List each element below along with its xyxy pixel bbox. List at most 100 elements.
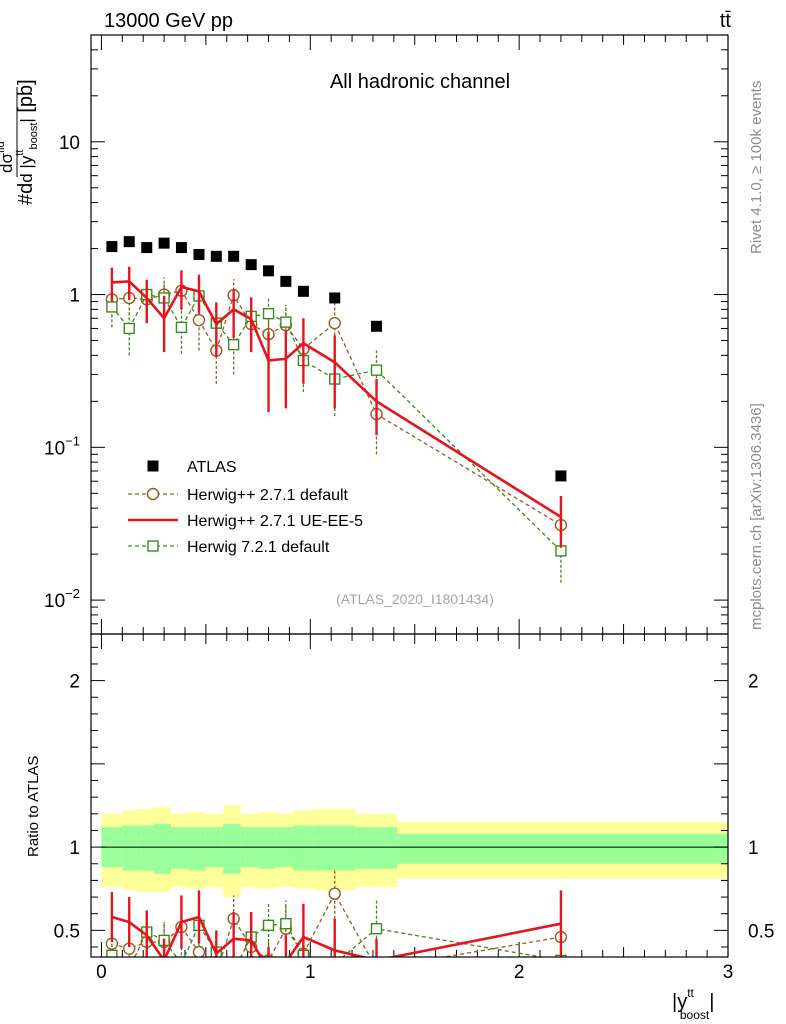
ratio-y-tick-label: 1 <box>69 838 80 859</box>
point-h721 <box>262 307 275 320</box>
ratio-point-h271 <box>211 968 222 979</box>
band-green <box>313 825 356 871</box>
legend-entry-h721: Herwig 7.2.1 default <box>128 539 330 556</box>
band-green <box>153 823 171 874</box>
header-right: tt̄ <box>720 10 732 32</box>
ratio-line-ueee5 <box>111 915 562 957</box>
point-atlas <box>263 265 275 277</box>
band-green <box>188 827 206 871</box>
band-green <box>258 827 276 869</box>
ratio-point-h721 <box>106 949 118 957</box>
legend-entry-h271: Herwig++ 2.7.1 default <box>128 487 349 504</box>
point-h721 <box>106 301 118 313</box>
band-green <box>397 833 728 864</box>
point-atlas <box>245 259 257 271</box>
point-atlas <box>329 292 341 304</box>
main-chart-title: All hadronic channel <box>330 71 510 93</box>
point-h721 <box>175 321 188 334</box>
watermark: (ATLAS_2020_I1801434) <box>336 591 494 607</box>
point-atlas <box>555 470 567 482</box>
point-atlas <box>123 236 135 248</box>
ratio-frame <box>90 633 729 958</box>
point-atlas <box>228 250 240 262</box>
main-panel: 10−2 10−1 1 10 All hadronic channel (ATLAS_… <box>0 34 729 635</box>
legend: ATLAS Herwig++ 2.7.1 default Herwig++ 2.7.… <box>128 459 363 556</box>
x-tick-label: 3 <box>723 962 734 983</box>
ratio-point-h721 <box>280 918 292 930</box>
point-atlas <box>210 250 222 262</box>
point-h721 <box>370 364 383 376</box>
point-h721 <box>227 338 240 351</box>
ratio-y-tick-label: 2 <box>69 672 80 693</box>
ratio-point-h721 <box>229 965 239 975</box>
point-atlas <box>141 242 153 254</box>
main-axis-ticks: 10−2 10−1 1 10 <box>44 34 729 635</box>
ratio-panel: 0.5 0.5 1 1 2 2 0 1 2 3 Ratio to ATLAS |ytt boost| <box>25 633 774 1022</box>
y-label-numerator: dσfid <box>0 141 16 173</box>
legend-label: ATLAS <box>187 459 237 476</box>
main-y-axis-label-text: #dd |yttboost| [pb] <box>14 79 40 205</box>
y-tick-label: 10−1 <box>44 433 80 459</box>
ratio-y-axis-label: Ratio to ATLAS <box>25 756 42 857</box>
legend-entry-ueee5: Herwig++ 2.7.1 UE-EE-5 <box>128 513 363 530</box>
ratio-y-tick-label-right: 2 <box>748 672 759 693</box>
band-green <box>122 825 137 871</box>
ratio-point-h721 <box>262 919 275 932</box>
legend-label: Herwig++ 2.7.1 default <box>187 487 349 504</box>
y-tick-label: 10−2 <box>44 586 80 612</box>
ratio-y-tick-label: 0.5 <box>54 921 80 942</box>
point-atlas <box>297 285 309 297</box>
series-ueee5 <box>110 266 563 548</box>
point-atlas <box>193 248 205 260</box>
series-atlas <box>106 236 567 482</box>
point-atlas <box>158 237 170 249</box>
ratio-point-h271 <box>328 887 341 900</box>
band-green <box>170 827 189 869</box>
main-y-axis-label: #dd |yttboost| [pb] dσfid <box>0 79 40 205</box>
point-atlas <box>106 241 118 253</box>
x-axis-label: |ytt boost| <box>672 986 714 1022</box>
ratio-series-ueee5 <box>110 890 563 957</box>
rivet-label: Rivet 4.1.0, ≥ 100k events <box>748 81 765 254</box>
y-tick-label: 10 <box>59 133 80 154</box>
ratio-point-h271 <box>192 945 206 957</box>
legend-marker <box>147 460 159 472</box>
legend-label: Herwig++ 2.7.1 UE-EE-5 <box>187 513 363 530</box>
band-green <box>355 827 398 869</box>
point-h721 <box>280 316 292 328</box>
point-atlas <box>280 275 292 287</box>
x-tick-label: 2 <box>514 962 525 983</box>
point-atlas <box>175 242 187 254</box>
ratio-point-h721 <box>124 964 134 974</box>
ratio-data-series <box>105 868 568 979</box>
legend-marker <box>147 540 159 552</box>
mcplots-label: mcplots.cern.ch [arXiv:1306.3436] <box>748 403 765 630</box>
ratio-point-h721 <box>330 959 340 969</box>
band-green <box>292 825 314 871</box>
ratio-point-h271 <box>371 963 382 974</box>
point-atlas <box>371 320 383 332</box>
point-h271 <box>328 316 341 330</box>
y-tick-label: 1 <box>69 286 80 307</box>
series-line-ueee5 <box>111 280 562 519</box>
ratio-point-h721 <box>370 922 383 935</box>
header-left: 13000 GeV pp <box>104 10 233 32</box>
legend-label: Herwig 7.2.1 default <box>187 539 330 556</box>
x-tick-label: 0 <box>96 962 107 983</box>
legend-marker <box>146 487 160 501</box>
ratio-y-tick-label-right: 1 <box>748 838 759 859</box>
main-data-series <box>105 236 568 583</box>
x-axis-label-text: |ytt boost| <box>672 986 714 1022</box>
ratio-axis-ticks: 0.5 0.5 1 1 2 2 0 1 2 3 <box>54 634 774 983</box>
ratio-uncertainty-bands <box>101 805 728 898</box>
ratio-point-h721 <box>176 959 186 969</box>
legend-entry-atlas: ATLAS <box>147 459 237 476</box>
point-h721 <box>123 322 135 335</box>
band-green <box>136 825 154 871</box>
x-tick-label: 1 <box>305 962 316 983</box>
band-green <box>223 823 241 874</box>
ratio-series-h721 <box>106 898 567 975</box>
point-h271 <box>192 313 206 327</box>
ratio-line-h271 <box>111 892 562 957</box>
